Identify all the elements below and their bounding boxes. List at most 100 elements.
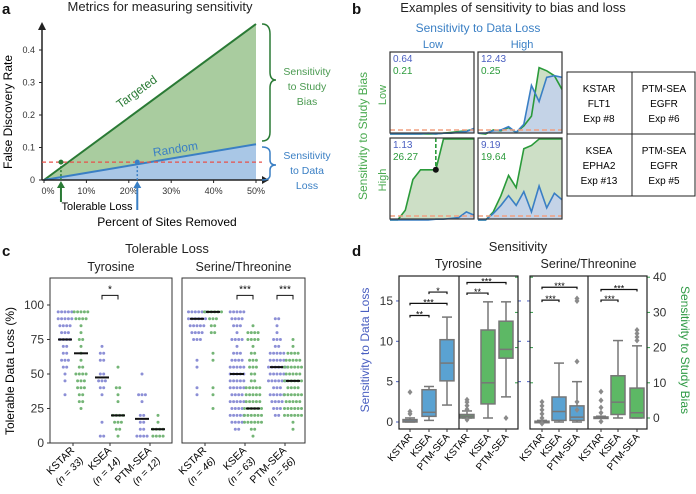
data-point-random xyxy=(197,331,201,335)
y-tick-label: 0 xyxy=(37,436,44,450)
data-point-random xyxy=(65,351,69,355)
data-point-targeted xyxy=(249,351,253,355)
table-cell-text: KSTAR xyxy=(583,84,616,95)
data-point-targeted xyxy=(79,344,83,348)
loss-value: 12.43 xyxy=(481,54,506,65)
bias-line xyxy=(478,138,562,221)
data-point-targeted xyxy=(260,413,263,417)
outlier-diamond xyxy=(464,396,470,403)
data-point-random xyxy=(275,407,279,410)
data-point-targeted xyxy=(77,338,81,341)
data-point-random xyxy=(66,310,70,314)
data-point-random xyxy=(230,317,234,321)
data-point-random xyxy=(142,427,146,431)
data-point-random xyxy=(280,379,284,383)
data-point-targeted xyxy=(284,358,288,362)
data-point-targeted xyxy=(251,365,255,369)
data-point-targeted xyxy=(286,365,290,369)
data-point-random xyxy=(198,338,202,341)
panel-c-title: Tolerable Loss xyxy=(125,241,209,256)
x-tick-label: 10% xyxy=(77,186,95,196)
data-point-random xyxy=(232,400,236,404)
box-plot xyxy=(498,320,514,359)
y-tick-label: 75 xyxy=(31,333,45,347)
significance-stars: * xyxy=(436,286,440,296)
targeted-line xyxy=(43,23,257,181)
data-point-targeted xyxy=(293,386,297,390)
data-point-random xyxy=(61,324,65,328)
significance-bracket xyxy=(600,288,638,292)
x-tick-label: 20% xyxy=(120,186,138,196)
data-point-random xyxy=(238,400,242,404)
panel-label-a: a xyxy=(2,1,11,18)
data-point-random xyxy=(230,393,234,397)
data-point-random xyxy=(138,420,142,424)
data-point-random xyxy=(278,338,282,341)
data-point-targeted xyxy=(116,400,120,404)
data-point-targeted xyxy=(116,434,120,438)
outlier-diamond xyxy=(503,415,509,421)
outlier-diamond xyxy=(464,406,470,413)
data-point-random xyxy=(282,351,286,355)
data-point-random xyxy=(278,358,282,362)
data-point-random xyxy=(280,400,284,404)
bias-annotation: Bias xyxy=(297,96,317,108)
data-point-random xyxy=(267,379,270,383)
data-point-random xyxy=(143,393,147,397)
box xyxy=(610,375,626,416)
data-point-random xyxy=(272,358,276,362)
data-point-random xyxy=(56,317,60,321)
data-point-targeted xyxy=(244,400,248,404)
data-point-random xyxy=(235,400,239,404)
data-point-random xyxy=(240,393,244,397)
data-point-random xyxy=(268,351,272,355)
data-point-random xyxy=(228,379,232,383)
data-point-targeted xyxy=(203,310,206,314)
data-point-random xyxy=(238,365,242,369)
data-point-random xyxy=(235,310,239,314)
data-point-targeted xyxy=(298,358,302,362)
outlier-diamond xyxy=(539,414,545,421)
data-point-targeted xyxy=(211,317,215,321)
data-point-targeted xyxy=(243,407,246,410)
significance-bracket xyxy=(276,294,294,300)
data-point-random xyxy=(187,317,190,321)
data-point-random xyxy=(61,351,65,355)
data-point-targeted xyxy=(260,420,263,424)
data-point-random xyxy=(228,400,232,404)
data-point-random xyxy=(61,365,65,369)
table-cell-text: Exp #8 xyxy=(583,114,615,125)
data-point-random xyxy=(235,351,239,355)
outlier-diamond xyxy=(407,389,413,396)
data-point-random xyxy=(140,393,144,397)
y-tick-label-right: 30 xyxy=(653,305,667,319)
y-tick-label-right: 20 xyxy=(653,341,667,355)
data-point-targeted xyxy=(244,393,248,397)
outlier-diamond xyxy=(539,406,545,413)
data-point-random xyxy=(63,393,67,397)
data-point-targeted xyxy=(86,310,90,314)
data-point-targeted xyxy=(81,400,85,404)
data-point-random xyxy=(102,358,106,362)
x-tick-label: 50% xyxy=(247,186,265,196)
data-point-random xyxy=(65,365,69,369)
data-point-targeted xyxy=(82,379,86,383)
data-point-random xyxy=(63,317,67,321)
data-point-targeted xyxy=(248,365,252,369)
data-point-targeted xyxy=(211,386,215,390)
data-point-random xyxy=(198,324,202,328)
data-point-targeted xyxy=(79,407,83,410)
data-point-random xyxy=(190,310,194,314)
data-point-targeted xyxy=(286,351,290,355)
data-point-targeted xyxy=(289,386,293,390)
box-plot xyxy=(480,329,496,405)
data-point-random xyxy=(240,317,244,321)
data-point-targeted xyxy=(286,413,290,417)
data-point-random xyxy=(195,338,199,341)
data-point-random xyxy=(230,420,234,424)
data-point-targeted xyxy=(246,338,250,341)
data-point-targeted xyxy=(116,393,120,397)
data-point-random xyxy=(233,407,237,410)
data-point-targeted xyxy=(82,310,86,314)
